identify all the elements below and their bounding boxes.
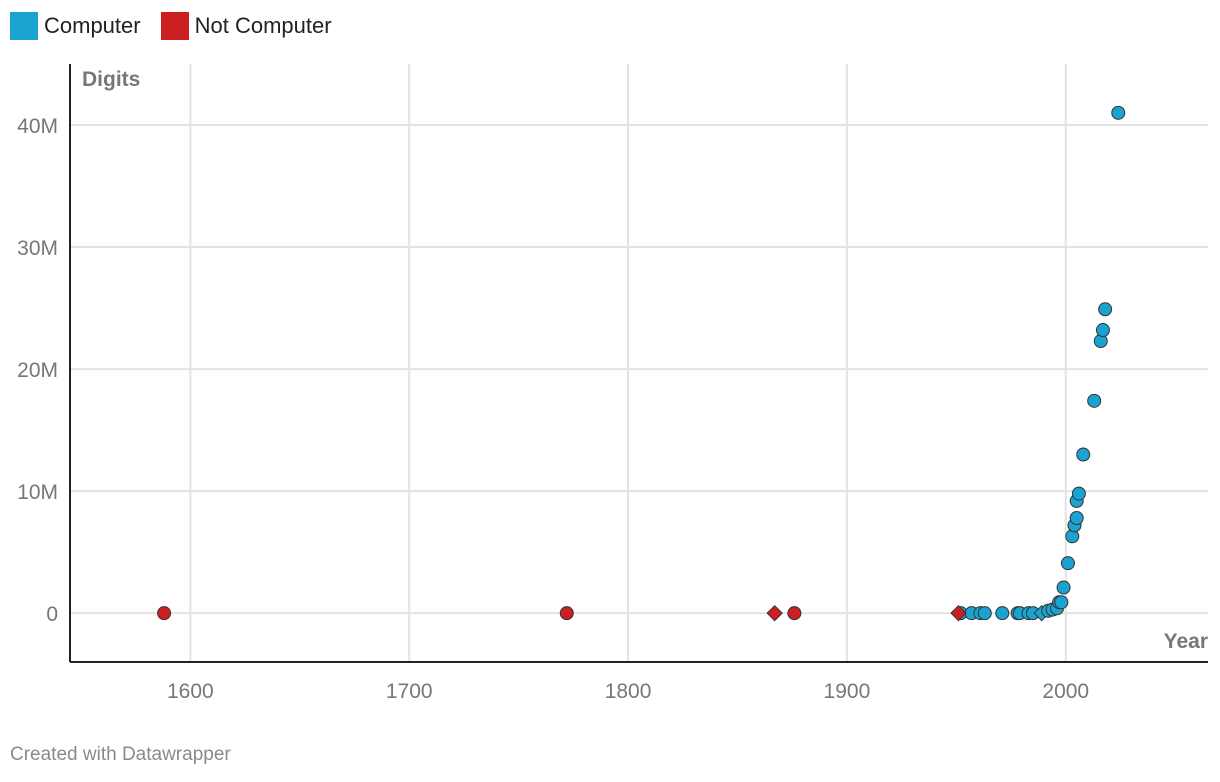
data-point xyxy=(1098,302,1113,317)
data-point xyxy=(1069,510,1084,525)
legend-swatch-computer xyxy=(10,12,38,40)
data-point xyxy=(787,606,802,621)
legend-item-computer: Computer xyxy=(10,12,141,40)
data-point xyxy=(977,606,992,621)
x-tick-label: 1600 xyxy=(167,680,214,703)
legend-label-not-computer: Not Computer xyxy=(194,13,332,38)
data-point xyxy=(157,606,172,621)
legend-swatch-not-computer xyxy=(160,12,189,40)
data-point xyxy=(559,606,574,621)
data-point xyxy=(950,604,967,622)
grid-layer xyxy=(70,64,1208,662)
y-axis-title: Digits xyxy=(82,68,140,91)
data-point xyxy=(1056,580,1071,595)
x-tick-label: 1900 xyxy=(824,680,871,703)
y-tick-label: 30M xyxy=(17,237,58,260)
x-tick-label: 2000 xyxy=(1042,680,1089,703)
x-tick-label: 1700 xyxy=(386,680,433,703)
data-point xyxy=(995,606,1010,621)
data-point xyxy=(1054,595,1069,610)
data-point xyxy=(1076,447,1091,462)
x-tick-label: 1800 xyxy=(605,680,652,703)
data-point xyxy=(1071,486,1086,501)
footer-credit: Created with Datawrapper xyxy=(10,744,231,765)
data-point xyxy=(766,604,783,622)
axis-layer: 1600 1700 1800 1900 2000 0 10M 20M 30M 40M xyxy=(17,64,1208,703)
y-tick-label: 40M xyxy=(17,115,58,138)
legend-item-not-computer: Not Computer xyxy=(160,12,332,40)
x-axis-title: Year xyxy=(1164,630,1208,653)
y-tick-label: 20M xyxy=(17,359,58,382)
points-layer xyxy=(157,105,1126,622)
legend: Computer Not Computer xyxy=(10,12,332,40)
data-point xyxy=(1095,323,1110,338)
data-point xyxy=(1087,393,1102,408)
y-tick-label: 0 xyxy=(46,603,58,626)
data-point xyxy=(1060,556,1075,571)
legend-label-computer: Computer xyxy=(44,13,141,38)
data-point xyxy=(1111,105,1126,120)
y-tick-label: 10M xyxy=(17,481,58,504)
